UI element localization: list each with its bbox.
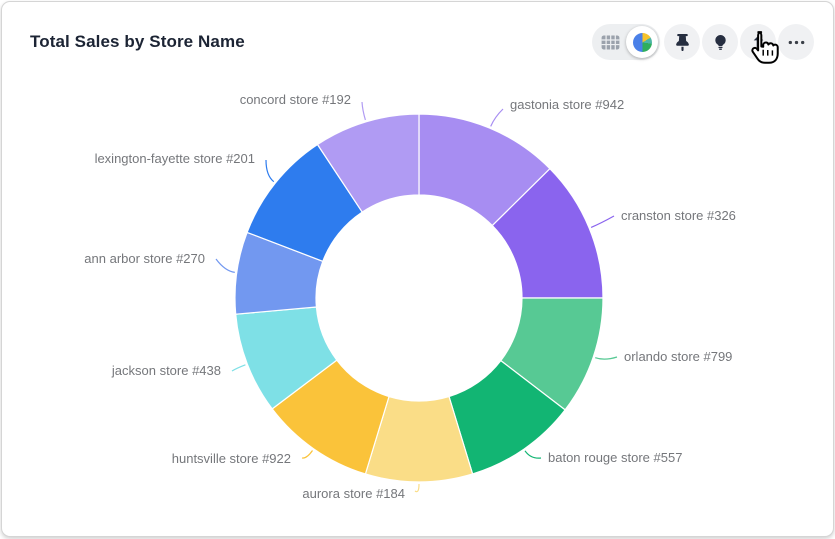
leader-line-2 xyxy=(595,356,618,360)
leader-line-7 xyxy=(215,258,235,273)
leader-line-5 xyxy=(301,450,313,459)
leader-line-1 xyxy=(590,215,615,228)
pie-chart-icon xyxy=(632,32,652,52)
pushpin-icon xyxy=(675,33,689,51)
table-view-button[interactable] xyxy=(594,26,626,58)
lightbulb-icon xyxy=(714,34,726,50)
leader-line-9 xyxy=(361,101,366,121)
leader-line-8 xyxy=(265,159,275,183)
slice-label-jackson: jackson store #438 xyxy=(111,363,221,378)
slice-label-lexington-fayette: lexington-fayette store #201 xyxy=(94,151,255,166)
slice-label-aurora: aurora store #184 xyxy=(302,486,405,501)
chart-toolbar xyxy=(592,24,814,60)
ellipsis-icon xyxy=(788,40,804,44)
slice-label-ann-arbor: ann arbor store #270 xyxy=(84,251,205,266)
chart-view-button[interactable] xyxy=(626,26,658,58)
leader-line-3 xyxy=(524,450,542,459)
table-grid-icon xyxy=(601,34,619,50)
more-button[interactable] xyxy=(778,24,814,60)
donut-slice-9[interactable] xyxy=(316,113,420,213)
slice-label-huntsville: huntsville store #922 xyxy=(171,451,291,466)
slice-label-baton-rouge: baton rouge store #557 xyxy=(548,450,683,465)
slice-label-orlando: orlando store #799 xyxy=(624,349,733,364)
leader-line-6 xyxy=(231,364,246,372)
page-title: Total Sales by Store Name xyxy=(30,32,245,51)
slice-label-gastonia: gastonia store #942 xyxy=(510,97,625,112)
view-toggle[interactable] xyxy=(592,24,660,60)
slice-label-concord: concord store #192 xyxy=(239,92,351,107)
insights-button[interactable] xyxy=(702,24,738,60)
pin-button[interactable] xyxy=(664,24,700,60)
slice-label-cranston: cranston store #326 xyxy=(621,208,736,223)
leader-line-0 xyxy=(490,108,504,127)
leader-line-4 xyxy=(414,483,420,493)
